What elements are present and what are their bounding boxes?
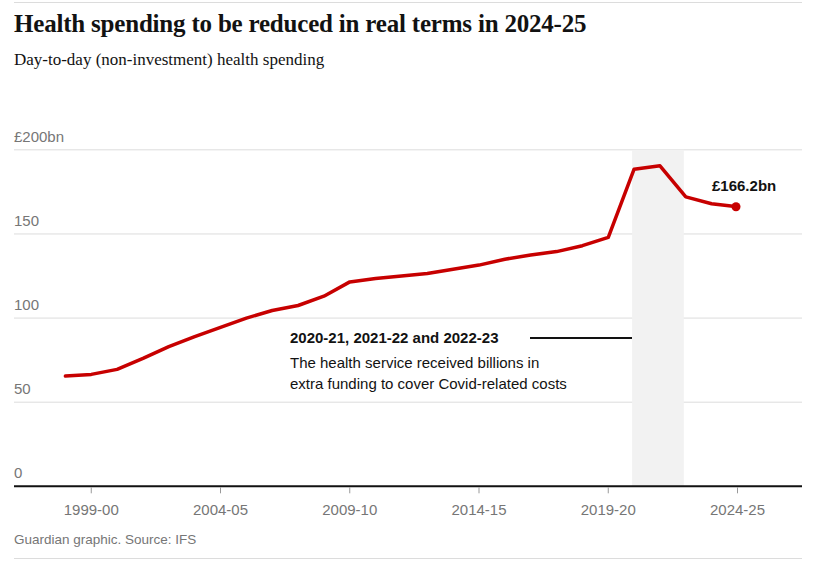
bottom-rule xyxy=(14,558,802,559)
source-credit: Guardian graphic. Source: IFS xyxy=(14,532,196,547)
end-value-label: £166.2bn xyxy=(712,177,776,194)
covid-band xyxy=(632,150,684,486)
x-axis-label: 2019-20 xyxy=(563,501,653,518)
covid-annotation-text-line2: extra funding to cover Covid-related cos… xyxy=(290,373,620,394)
y-axis-label: 50 xyxy=(14,380,31,397)
covid-annotation-text-line1: The health service received billions in xyxy=(290,352,620,373)
x-axis-label: 2009-10 xyxy=(305,501,395,518)
x-axis-label: 2004-05 xyxy=(176,501,266,518)
guardian-chart-card: Health spending to be reduced in real te… xyxy=(0,0,816,567)
end-point-dot xyxy=(732,202,741,211)
line-chart: 2020-21, 2021-22 and 2022-23 The health … xyxy=(0,0,816,567)
plot-area xyxy=(0,0,816,567)
x-axis-label: 2014-15 xyxy=(434,501,524,518)
annotation-connector-line xyxy=(530,337,632,339)
y-axis-label: £200bn xyxy=(14,128,64,145)
y-axis-label: 150 xyxy=(14,212,39,229)
y-axis-label: 0 xyxy=(14,464,22,481)
y-axis-label: 100 xyxy=(14,296,39,313)
x-axis-label: 1999-00 xyxy=(46,501,136,518)
x-axis-label: 2024-25 xyxy=(693,501,783,518)
